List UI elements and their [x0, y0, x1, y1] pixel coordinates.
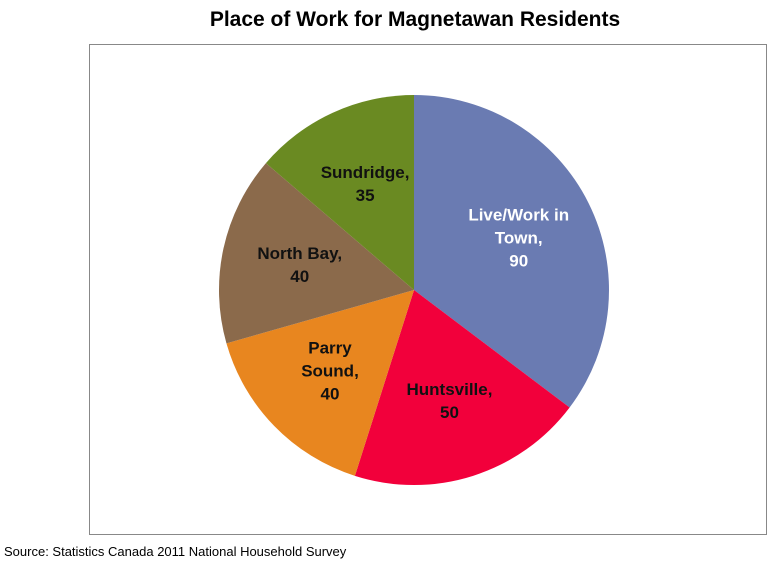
source-note: Source: Statistics Canada 2011 National …	[4, 544, 347, 559]
data-label: Sundridge, 35	[313, 161, 417, 207]
pie-slice	[354, 290, 570, 485]
slice-value: 90	[509, 251, 529, 271]
slice-name: Sundridge,	[320, 162, 410, 182]
slice-value: 40	[290, 266, 310, 286]
data-label: Parry Sound, 40	[278, 337, 382, 406]
chart-title: Place of Work for Magnetawan Residents	[209, 8, 621, 31]
slice-name: North Bay,	[257, 243, 343, 263]
slice-name: Huntsville,	[406, 380, 493, 400]
data-label: Live/Work in Town, 90	[467, 203, 571, 272]
data-label: North Bay, 40	[248, 242, 352, 288]
slice-name: Live/Work in Town,	[468, 205, 570, 248]
slice-value: 50	[440, 403, 459, 423]
pie-slice	[226, 290, 414, 476]
pie-slice	[219, 163, 414, 344]
data-label: Huntsville, 50	[397, 378, 501, 424]
pie-slice	[414, 95, 609, 408]
pie-slice	[265, 95, 414, 290]
slice-name: Parry Sound,	[301, 338, 359, 381]
slice-value: 35	[355, 185, 375, 205]
plot-area	[89, 44, 767, 535]
slice-value: 40	[320, 384, 340, 404]
